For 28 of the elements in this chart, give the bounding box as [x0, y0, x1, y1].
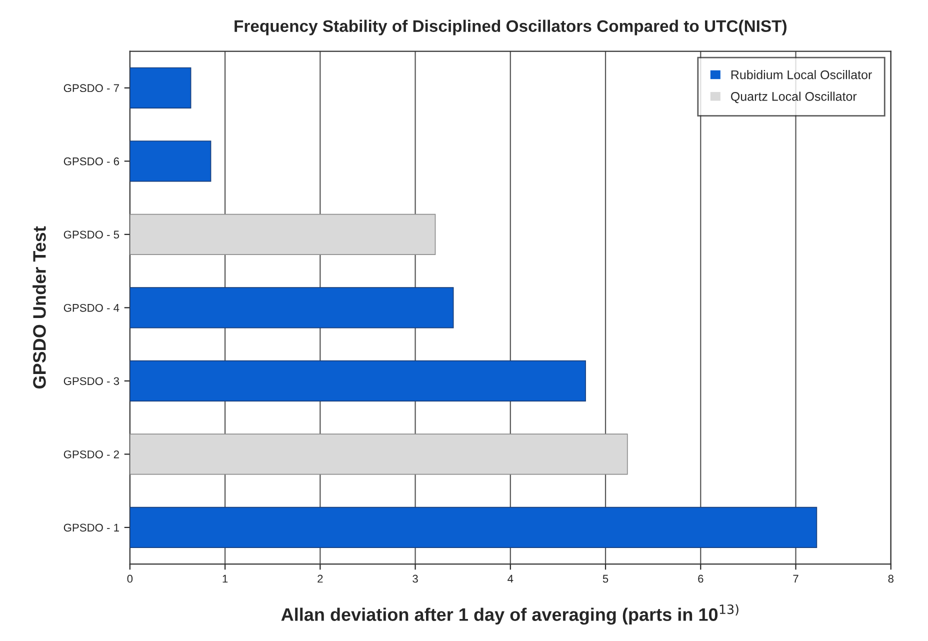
x-axis-title: Allan deviation after 1 day of averaging (parts in 10$^{13)}$ [281, 604, 738, 625]
x-tick-label: 7 [793, 574, 798, 583]
x-tick-label: 5 [602, 574, 608, 583]
x-tick-label: 4 [508, 574, 514, 583]
y-tick-label: GPSDO - 2 [64, 450, 119, 458]
x-tick-label: 1 [222, 574, 228, 583]
bar [130, 434, 628, 475]
x-tick-label: 6 [698, 574, 704, 583]
y-axis-title: GPSDO Under Test [32, 226, 46, 389]
x-tick-label: 0 [127, 574, 133, 583]
x-tick-label: 2 [318, 574, 323, 583]
y-tick-label: GPSDO - 6 [64, 157, 120, 166]
y-tick-label: GPSDO - 5 [64, 230, 120, 239]
bar [130, 506, 818, 548]
y-tick-label: GPSDO - 4 [64, 304, 120, 312]
bar [130, 360, 586, 402]
y-tick-label: GPSDO - 7 [64, 84, 119, 92]
legend-label: Rubidium Local Oscillator [731, 70, 872, 80]
y-tick-label: GPSDO - 3 [64, 377, 120, 386]
y-tick-label: GPSDO - 1 [64, 524, 119, 532]
bar [130, 214, 436, 255]
x-tick-label: 8 [888, 574, 894, 583]
bar [130, 140, 212, 182]
legend-label: Quartz Local Oscillator [731, 92, 857, 104]
x-tick-label: 3 [412, 574, 418, 583]
bar [130, 67, 192, 108]
chart-title: Frequency Stability of Disciplined Oscillators Compared to UTC(NIST) [234, 20, 786, 36]
bar [130, 287, 454, 328]
